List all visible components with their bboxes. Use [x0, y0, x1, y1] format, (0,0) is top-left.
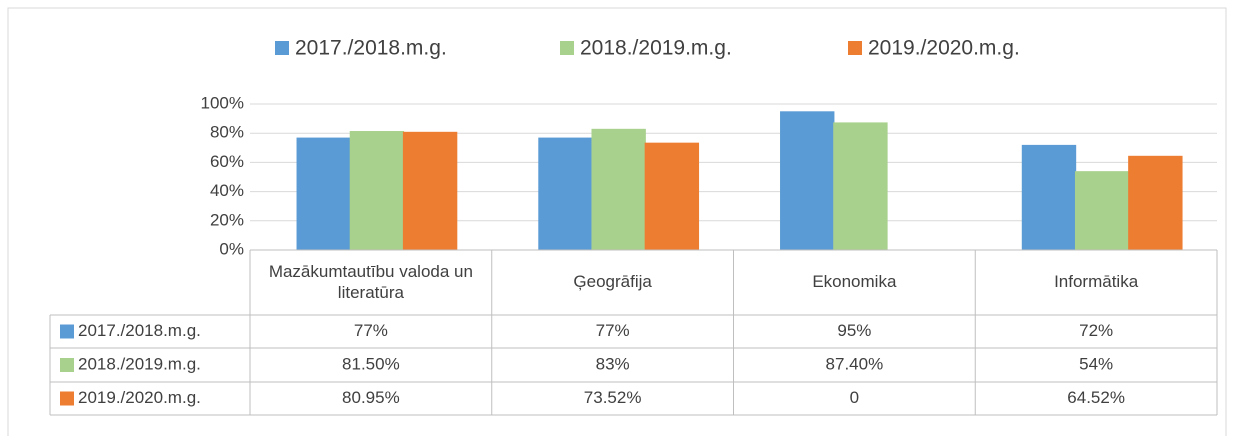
bar: [296, 137, 351, 250]
value-label: 77%: [354, 321, 388, 340]
category-cell: Ģeogrāfija: [573, 272, 652, 292]
legend-label: 2019./2020.m.g.: [868, 37, 1020, 60]
value-label: 73.52%: [584, 388, 642, 407]
y-tick-label: 80%: [210, 123, 244, 142]
row-label: 2017./2018.m.g.: [78, 321, 201, 340]
value-label: 72%: [1079, 321, 1113, 340]
x-tick-label: Informātika: [1054, 272, 1139, 292]
bar: [402, 131, 458, 250]
bar: [1128, 155, 1183, 250]
row-label: 2018./2019.m.g.: [78, 354, 201, 373]
value-label: 77%: [596, 321, 630, 340]
value-label: 54%: [1079, 354, 1113, 373]
value-label: 87.40%: [826, 354, 884, 373]
bar: [349, 131, 405, 250]
legend-swatch: [60, 358, 74, 372]
y-tick-label: 0%: [219, 239, 244, 258]
bar: [591, 128, 646, 250]
legend-swatch: [60, 391, 74, 406]
y-tick-label: 100%: [201, 93, 244, 112]
value-label: 95%: [837, 321, 871, 340]
y-tick-label: 60%: [210, 152, 244, 171]
legend-label: 2018./2019.m.g.: [580, 37, 732, 60]
y-tick-label: 40%: [210, 181, 244, 200]
bar: [644, 142, 700, 250]
legend-label: 2017./2018.m.g.: [295, 37, 447, 60]
legend-swatch: [848, 41, 862, 55]
category-cell: Informātika: [1054, 272, 1139, 292]
x-tick-label: Ekonomika: [812, 272, 897, 292]
bar: [538, 137, 593, 250]
value-label: 64.52%: [1067, 388, 1125, 407]
x-tick-label: Ģeogrāfija: [573, 272, 652, 292]
bar: [833, 122, 888, 250]
category-cell: Ekonomika: [812, 272, 897, 292]
bar: [1021, 144, 1077, 250]
category-cell: Mazākumtautību valoda un literatūra: [268, 262, 473, 302]
y-tick-label: 20%: [210, 210, 244, 229]
bar: [780, 111, 835, 250]
legend-swatch: [275, 41, 289, 55]
bar: [1074, 171, 1130, 250]
legend-swatch: [60, 324, 74, 339]
legend-swatch: [560, 41, 574, 55]
row-label: 2019./2020.m.g.: [78, 388, 201, 407]
value-label: 81.50%: [342, 354, 400, 373]
value-label: 0: [850, 388, 859, 407]
value-label: 80.95%: [342, 388, 400, 407]
x-tick-label: Mazākumtautību valoda un literatūra: [268, 262, 473, 302]
value-label: 83%: [596, 354, 630, 373]
